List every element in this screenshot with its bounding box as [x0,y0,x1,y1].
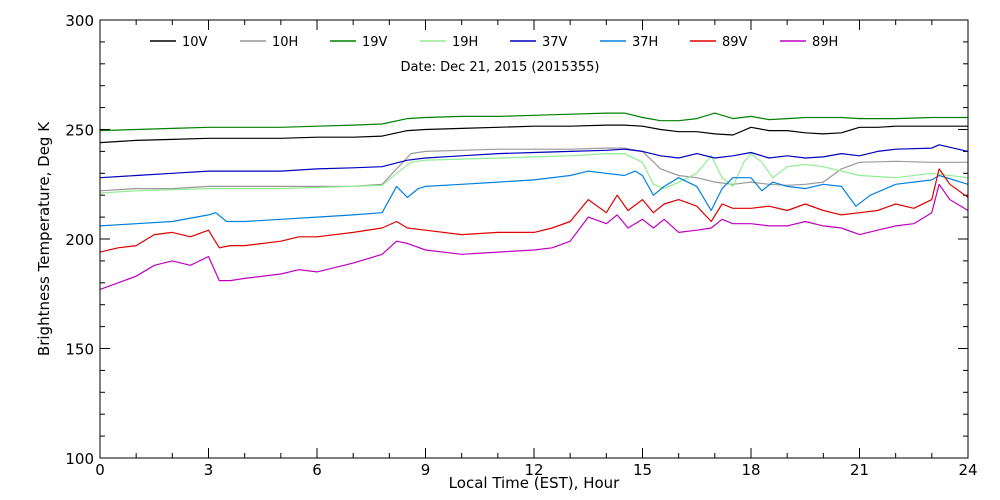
legend-label-10h: 10H [272,35,298,50]
series-line-19h [99,153,969,194]
series-line-37h [99,170,969,227]
x-tick-label: 3 [204,461,214,479]
series-line-10h [99,147,968,192]
x-axis-label: Local Time (EST), Hour [449,474,620,492]
legend-label-19h: 19H [452,35,478,50]
y-tick-label: 200 [65,231,94,249]
chart-title: Date: Dec 21, 2015 (2015355) [401,60,600,75]
y-axis-label: Brightness Temperature, Deg K [35,121,53,356]
series-line-10v [99,124,968,144]
x-tick-label: 21 [850,461,869,479]
x-tick-label: 9 [421,461,431,479]
series-layer [99,112,969,290]
x-tick-label: 12 [524,461,543,479]
legend-label-89v: 89V [722,35,748,50]
legend-label-10v: 10V [182,35,208,50]
legend-label-37v: 37V [542,35,568,50]
x-tick-label: 15 [633,461,652,479]
axis-ticks: 0 3 6 9 12 15 18 21 24 100 150 200 250 300 [65,12,977,479]
x-tick-label: 18 [741,461,760,479]
legend: 10V 10H 19V 19H 37V 37H 89V 89H [150,35,838,50]
series-line-37v [99,144,969,179]
series-line-89h [99,183,969,290]
y-tick-label: 300 [65,12,94,30]
y-tick-label: 150 [65,341,94,359]
x-tick-label: 24 [958,461,977,479]
x-tick-label: 6 [312,461,322,479]
x-tick-label: 0 [95,461,105,479]
legend-label-19v: 19V [362,35,388,50]
y-tick-label: 100 [65,450,94,468]
series-line-19v [99,112,968,132]
series-line-89v [99,168,969,253]
legend-label-89h: 89H [812,35,838,50]
legend-label-37h: 37H [632,35,658,50]
y-tick-label: 250 [65,122,94,140]
plot-frame [99,19,969,459]
